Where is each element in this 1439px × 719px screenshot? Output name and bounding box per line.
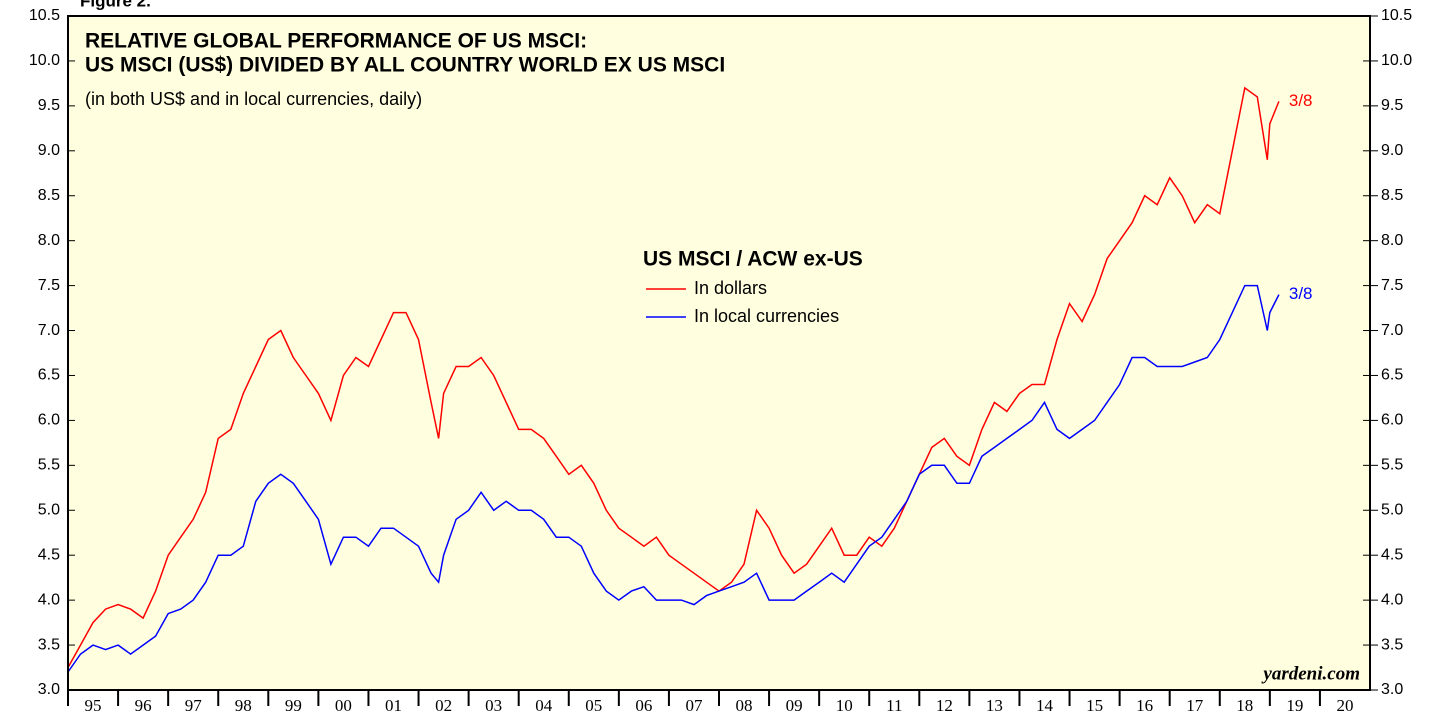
x-tick-label: 13 (986, 696, 1003, 715)
x-tick-label: 04 (535, 696, 553, 715)
y-tick-label: 7.0 (38, 322, 60, 339)
y-tick-label: 3.0 (38, 681, 60, 698)
y-tick-label-right: 5.0 (1381, 501, 1403, 518)
chart-title-line2: US MSCI (US$) DIVIDED BY ALL COUNTRY WOR… (85, 54, 725, 77)
y-tick-label-right: 4.5 (1381, 546, 1403, 563)
y-tick-label: 7.5 (38, 277, 60, 294)
y-tick-label-right: 5.5 (1381, 457, 1403, 474)
series-line (67, 284, 1280, 673)
y-tick-label-right: 3.0 (1381, 681, 1403, 698)
legend-label: In dollars (694, 278, 767, 298)
figure-label: Figure 2. (80, 0, 151, 10)
x-tick-label: 95 (85, 696, 102, 715)
y-tick-label-right: 8.5 (1381, 187, 1403, 204)
y-tick-label: 10.5 (29, 7, 60, 24)
source-label: yardeni.com (1261, 663, 1360, 684)
y-tick-label: 6.0 (38, 412, 60, 429)
plot-border (67, 15, 1371, 691)
x-tick-label: 02 (435, 696, 452, 715)
y-tick-label-right: 10.0 (1381, 52, 1412, 69)
y-tick-label: 5.5 (38, 457, 60, 474)
y-tick-label: 9.5 (38, 97, 60, 114)
x-tick-label: 20 (1336, 696, 1353, 715)
chart-title: RELATIVE GLOBAL PERFORMANCE OF US MSCI: (85, 30, 587, 53)
y-tick-label-right: 6.5 (1381, 367, 1403, 384)
x-tick-label: 12 (936, 696, 953, 715)
x-tick-label: 01 (385, 696, 402, 715)
y-tick-label-right: 8.0 (1381, 232, 1403, 249)
x-tick-label: 15 (1086, 696, 1103, 715)
x-tick-label: 11 (886, 696, 902, 715)
x-tick-label: 98 (235, 696, 252, 715)
x-tick-label: 07 (685, 696, 703, 715)
x-tick-label: 99 (285, 696, 302, 715)
chart-subtitle: (in both US$ and in local currencies, da… (85, 89, 422, 109)
legend-label: In local currencies (694, 306, 839, 326)
y-tick-label-right: 6.0 (1381, 412, 1403, 429)
x-tick-label: 08 (736, 696, 753, 715)
x-tick-label: 16 (1136, 696, 1153, 715)
y-tick-label: 9.0 (38, 142, 60, 159)
y-tick-label: 5.0 (38, 501, 60, 518)
x-tick-label: 10 (836, 696, 853, 715)
y-tick-label: 6.5 (38, 367, 60, 384)
x-tick-label: 19 (1286, 696, 1303, 715)
y-tick-label: 4.0 (38, 591, 60, 608)
plot-area (68, 16, 1370, 690)
series-line (67, 86, 1280, 668)
x-tick-label: 06 (635, 696, 652, 715)
end-label: 3/8 (1289, 284, 1313, 303)
x-tick-label: 18 (1236, 696, 1253, 715)
y-tick-label-right: 4.0 (1381, 591, 1403, 608)
x-tick-label: 96 (135, 696, 152, 715)
x-tick-label: 17 (1186, 696, 1204, 715)
y-tick-label: 10.0 (29, 52, 60, 69)
x-tick-label: 97 (185, 696, 203, 715)
y-tick-label: 4.5 (38, 546, 60, 563)
y-tick-label-right: 3.5 (1381, 636, 1403, 653)
end-label: 3/8 (1289, 91, 1313, 110)
y-tick-label-right: 10.5 (1381, 7, 1412, 24)
x-tick-label: 03 (485, 696, 502, 715)
y-tick-label: 3.5 (38, 636, 60, 653)
y-tick-label-right: 9.5 (1381, 97, 1403, 114)
x-tick-label: 05 (585, 696, 602, 715)
y-tick-label: 8.0 (38, 232, 60, 249)
x-tick-label: 09 (786, 696, 803, 715)
y-tick-label-right: 7.0 (1381, 322, 1403, 339)
legend-title: US MSCI / ACW ex-US (643, 248, 863, 271)
y-tick-label-right: 9.0 (1381, 142, 1403, 159)
y-tick-label-right: 7.5 (1381, 277, 1403, 294)
y-tick-label: 8.5 (38, 187, 60, 204)
x-tick-label: 14 (1036, 696, 1054, 715)
x-tick-label: 00 (335, 696, 352, 715)
